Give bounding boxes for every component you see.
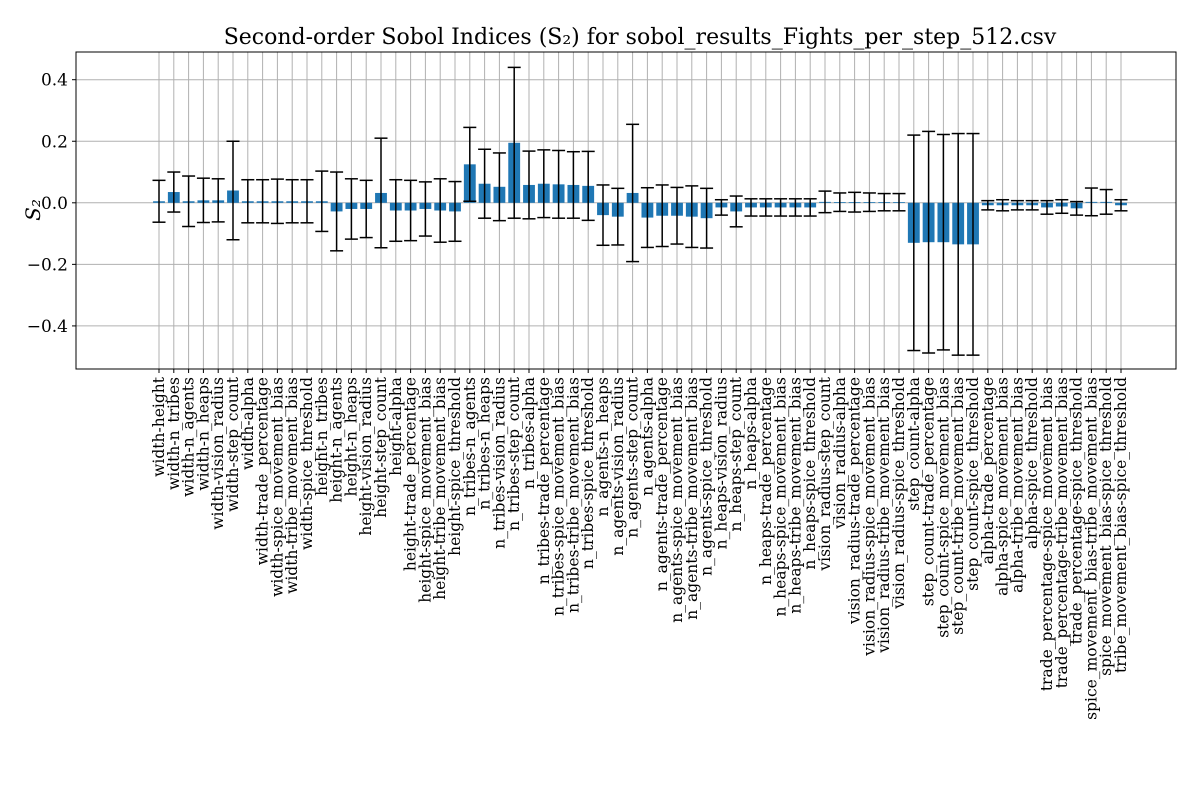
x-tick-label: vision_radius-spice_threshold (890, 377, 908, 610)
x-tick-label: n_agents-spice_threshold (698, 377, 716, 576)
x-axis-ticks: width-heightwidth-n_tribeswidth-n_agents… (150, 369, 1130, 720)
x-tick-label: vision_radius-alpha (831, 377, 849, 530)
x-tick-label: width-n_agents (180, 377, 198, 497)
x-tick-label: height-n_agents (328, 377, 346, 503)
x-tick-label: height-n_heaps (342, 377, 360, 497)
x-tick-label: width-vision_radius (209, 377, 227, 530)
x-tick-label: alpha-spice_threshold (1023, 377, 1041, 549)
x-tick-label: trade_percentage-spice_movement_bias (1038, 377, 1056, 691)
x-tick-label: height-trade_percentage (402, 377, 420, 571)
x-tick-label: n_tribes-spice_movement_bias (550, 377, 568, 616)
x-tick-label: alpha-spice_movement_bias (994, 377, 1012, 596)
x-tick-label: n_agents-spice_movement_bias (668, 377, 686, 623)
x-tick-label: width-spice_threshold (298, 377, 316, 550)
x-tick-label: n_agents-tribe_movement_bias (683, 377, 701, 620)
x-tick-label: step_count-trade_percentage (920, 377, 938, 606)
y-tick-label: 0.2 (41, 132, 68, 152)
x-tick-label: n_heaps-step_count (727, 376, 745, 531)
x-tick-label: alpha-tribe_movement_bias (1008, 377, 1026, 593)
x-tick-label: n_tribes-tribe_movement_bias (564, 377, 582, 613)
x-tick-label: n_heaps-spice_movement_bias (772, 377, 790, 617)
x-tick-label: trade_percentage-spice_threshold (1068, 377, 1086, 644)
x-tick-label: vision_radius-spice_movement_bias (860, 377, 878, 657)
plot-frame (75, 51, 1177, 370)
y-tick-label: 0.0 (41, 194, 68, 214)
x-tick-label: width-step_count (224, 376, 242, 512)
x-tick-label: n_heaps-trade_percentage (757, 377, 775, 585)
x-tick-label: step_count-spice_movement_bias (934, 377, 952, 638)
x-tick-label: width-spice_movement_bias (268, 377, 286, 597)
x-tick-label: n_tribes-vision_radius (490, 377, 508, 549)
y-tick-label: 0.4 (41, 71, 68, 91)
x-tick-label: n_agents-vision_radius (609, 377, 627, 556)
x-tick-label: spice_movement_bias-spice_threshold (1097, 377, 1115, 676)
x-tick-label: vision_radius-step_count (816, 376, 834, 571)
x-tick-label: n_agents-step_count (624, 376, 642, 537)
x-tick-label: n_heaps-spice_threshold (801, 377, 819, 570)
x-tick-label: n_tribes-n_agents (461, 377, 479, 516)
x-tick-label: height-alpha (387, 377, 405, 476)
x-tick-label: n_agents-n_heaps (594, 377, 612, 517)
x-tick-label: width-height (150, 376, 168, 477)
x-tick-label: height-spice_threshold (446, 377, 464, 556)
x-tick-label: width-n_tribes (165, 377, 183, 490)
x-tick-label: n_heaps-tribe_movement_bias (786, 377, 804, 614)
x-tick-label: trade_percentage-tribe_movement_bias (1053, 377, 1071, 688)
x-tick-label: alpha-trade_percentage (979, 377, 997, 564)
bar-layer (153, 142, 1127, 245)
x-tick-label: n_tribes-spice_threshold (579, 377, 597, 569)
x-tick-label: tribe_movement_bias-spice_threshold (1112, 377, 1130, 673)
x-tick-label: vision_radius-trade_percentage (846, 377, 864, 625)
y-axis-ticks: 0.4 0.2 0.0 −0.2 −0.4 (27, 71, 76, 337)
x-tick-label: vision_radius-tribe_movement_bias (875, 377, 893, 654)
chart-title: Second-order Sobol Indices (S₂) for sobo… (224, 25, 1057, 50)
x-tick-label: n_heaps-vision_radius (712, 377, 730, 549)
x-tick-label: height-spice_movement_bias (416, 377, 434, 603)
x-tick-label: step_count-alpha (905, 377, 923, 511)
x-tick-label: n_tribes-n_heaps (476, 377, 494, 510)
x-tick-label: spice_movement_bias-tribe_movement_bias (1082, 377, 1100, 720)
y-tick-label: −0.4 (27, 317, 68, 337)
x-tick-label: width-tribe_movement_bias (283, 377, 301, 594)
x-tick-label: n_agents-alpha (638, 377, 656, 496)
x-tick-label: n_tribes-step_count (505, 376, 523, 531)
y-tick-label: −0.2 (27, 255, 68, 275)
x-tick-label: width-trade_percentage (254, 377, 272, 565)
x-tick-label: step_count-spice_threshold (964, 377, 982, 591)
x-tick-label: n_heaps-alpha (742, 377, 760, 490)
x-tick-label: height-tribe_movement_bias (431, 377, 449, 600)
x-tick-label: n_agents-trade_percentage (653, 377, 671, 591)
x-tick-label: width-n_heaps (194, 377, 212, 491)
x-tick-label: height-step_count (372, 376, 390, 517)
x-tick-label: n_tribes-alpha (520, 377, 538, 489)
error-bar-layer (152, 66, 1128, 356)
x-tick-label: height-vision_radius (357, 377, 375, 536)
x-tick-label: height-n_tribes (313, 377, 331, 496)
x-tick-label: n_tribes-trade_percentage (535, 377, 553, 584)
x-tick-label: step_count-tribe_movement_bias (949, 377, 967, 635)
y-axis-label: S₂ (21, 199, 45, 221)
x-tick-label: width-alpha (239, 377, 257, 470)
